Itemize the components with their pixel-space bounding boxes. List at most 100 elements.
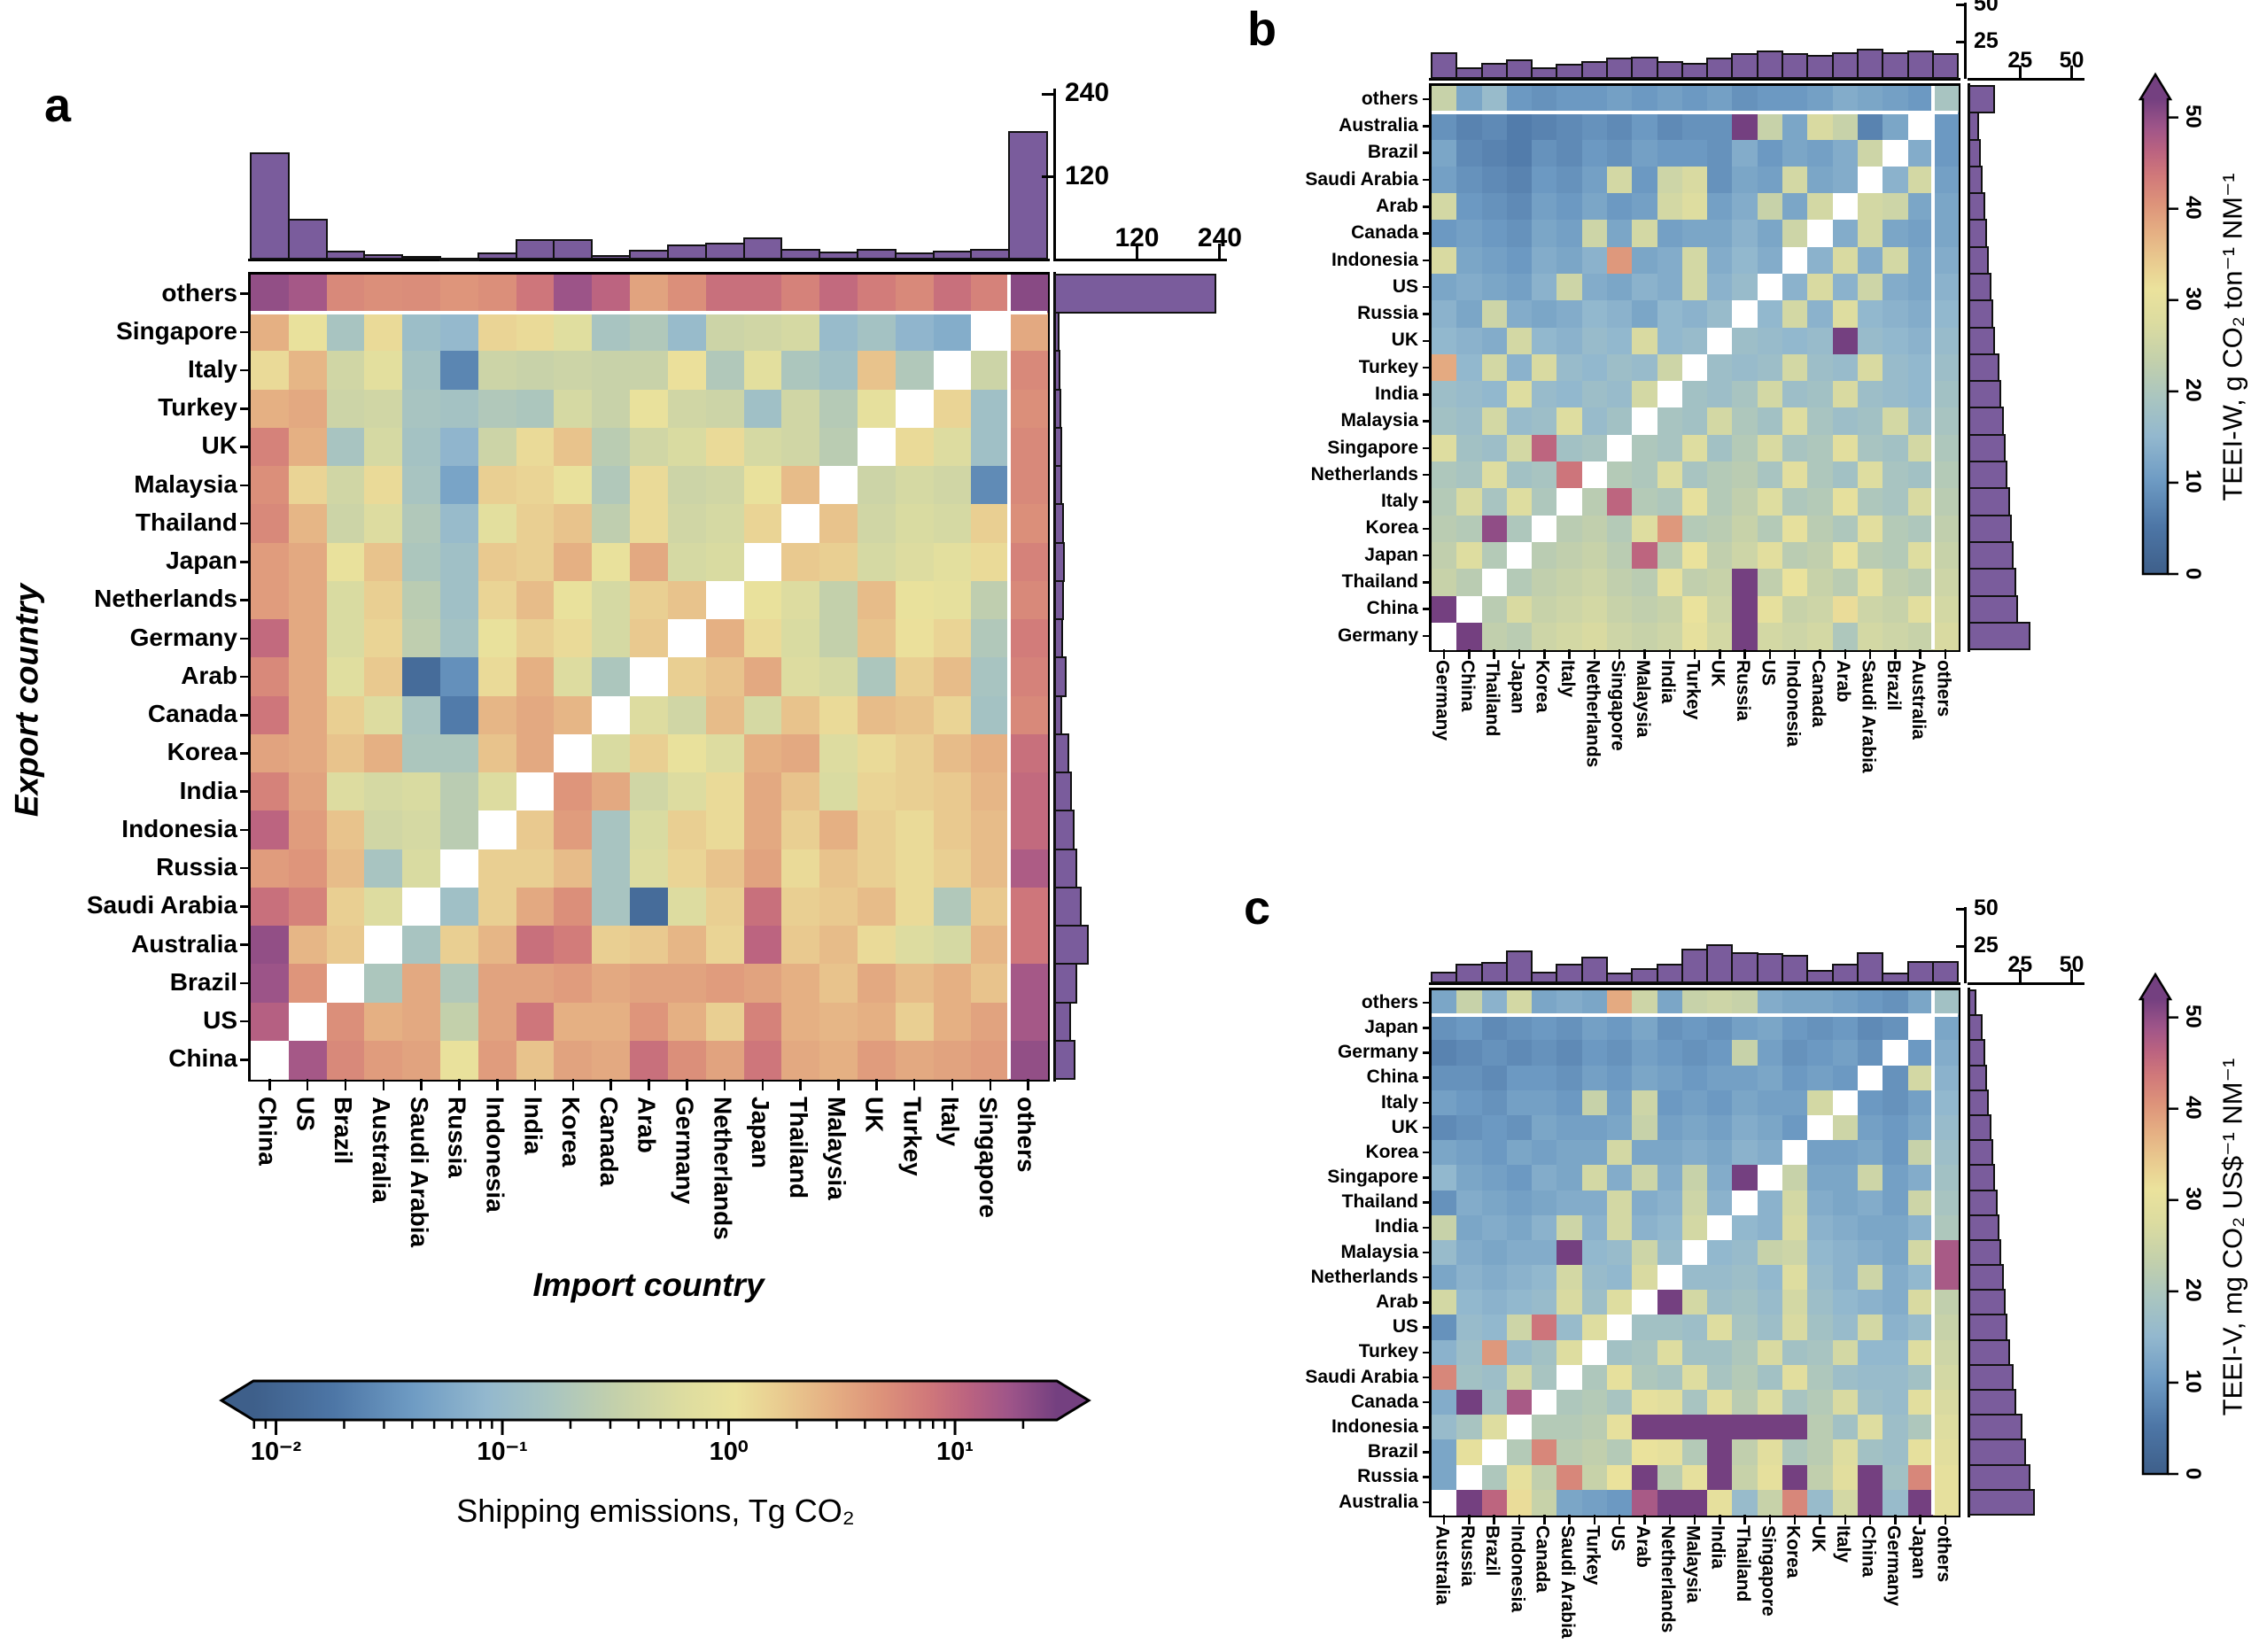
heatmap-cell	[1707, 274, 1734, 301]
top-hist-bar	[1505, 59, 1533, 79]
heatmap-cell	[971, 733, 1010, 773]
heatmap-cell	[1607, 1464, 1633, 1491]
heatmap-cell	[705, 964, 745, 1004]
heatmap-cell	[1581, 541, 1608, 570]
heatmap-cell	[1732, 1140, 1758, 1166]
heatmap-cell	[743, 887, 783, 927]
heatmap-cell	[1532, 381, 1558, 409]
heatmap-cell	[1632, 1090, 1658, 1116]
right-hist-bar	[1054, 579, 1064, 621]
col-label-indonesia: Indonesia	[1507, 1525, 1528, 1613]
heatmap-cell	[1581, 220, 1608, 248]
heatmap-cell	[1481, 622, 1508, 650]
heatmap-cell	[1657, 1415, 1683, 1441]
heatmap-cell	[1506, 622, 1533, 650]
x-axis-tick	[1719, 1514, 1721, 1524]
heatmap-cell	[1832, 112, 1859, 141]
top-hist-bar	[1731, 53, 1758, 79]
heatmap-cell	[1882, 1090, 1909, 1116]
right-hist-bar	[1054, 388, 1061, 429]
top-hist-bar	[629, 250, 669, 260]
heatmap-cell	[1432, 300, 1457, 329]
col-label-india: India	[1707, 1525, 1728, 1570]
heatmap-cell	[1632, 1190, 1658, 1216]
top-hist-bar	[1580, 956, 1609, 983]
y-axis-tick	[1423, 339, 1432, 342]
heatmap-cell	[1607, 1140, 1633, 1166]
row-label-malaysia: Malaysia	[1340, 1241, 1418, 1262]
heatmap-cell	[971, 389, 1010, 429]
x-axis-tick	[1793, 649, 1797, 660]
heatmap-cell	[1681, 1239, 1708, 1266]
heatmap-cell	[1907, 1439, 1934, 1466]
heatmap-cell	[1882, 1065, 1909, 1091]
heatmap-cell	[1481, 139, 1508, 167]
heatmap-cell	[1832, 595, 1859, 624]
heatmap-cell	[1681, 381, 1708, 409]
x-axis-tick	[1819, 1514, 1821, 1524]
heatmap-cell	[554, 619, 593, 659]
right-hist-bar	[1054, 1001, 1071, 1042]
heatmap-cell	[1506, 1114, 1533, 1141]
heatmap-cell	[592, 733, 631, 773]
heatmap-cell	[971, 427, 1010, 467]
heatmap-cell	[1782, 407, 1809, 436]
row-label-others: others	[1361, 88, 1418, 109]
heatmap-cell	[1882, 1239, 1909, 1266]
row-label-brazil: Brazil	[1367, 142, 1418, 163]
heatmap-cell	[1807, 246, 1834, 275]
x-axis-tick	[1693, 649, 1696, 660]
heatmap-cell	[1832, 461, 1859, 490]
y-axis-tick	[1423, 420, 1432, 423]
heatmap-cell	[1009, 504, 1048, 544]
heatmap-cell	[1882, 246, 1909, 275]
heatmap-cell	[1481, 1165, 1508, 1191]
heatmap-cell	[1907, 1464, 1934, 1491]
heatmap-cell	[1432, 622, 1457, 650]
heatmap-cell	[1681, 1464, 1708, 1491]
heatmap-cell	[1782, 1015, 1809, 1042]
heatmap-cell	[971, 887, 1010, 927]
heatmap-cell	[819, 964, 858, 1004]
heatmap-cell	[1481, 327, 1508, 355]
colorbar-a-minor-tick	[264, 1420, 268, 1429]
heatmap-cell	[1432, 1165, 1457, 1191]
col-label-us: US	[291, 1097, 320, 1131]
colorbar-b-tick	[2168, 390, 2178, 393]
heatmap-cell	[1632, 1489, 1658, 1516]
heatmap-cell	[1857, 622, 1883, 650]
heatmap-cell	[1481, 220, 1508, 248]
heatmap-cell	[971, 695, 1010, 735]
heatmap-cell	[1782, 1464, 1809, 1491]
heatmap-cell	[895, 964, 935, 1004]
heatmap-cell	[592, 657, 631, 697]
right-hist-scale-axis	[1967, 981, 2084, 985]
heatmap-cell	[1757, 461, 1783, 490]
heatmap-cell	[1581, 1114, 1608, 1141]
heatmap-cell	[1009, 733, 1048, 773]
row-label-china: China	[168, 1044, 237, 1073]
heatmap-cell	[1832, 1190, 1859, 1216]
row-label-netherlands: Netherlands	[1310, 1266, 1418, 1287]
heatmap-cell	[630, 849, 669, 888]
colorbar-a-minor-tick	[864, 1420, 866, 1429]
colorbar-a-minor-tick	[904, 1420, 906, 1429]
x-axis-tick	[1894, 1514, 1897, 1524]
x-axis-tick	[1618, 1514, 1621, 1524]
heatmap-cell	[554, 695, 593, 735]
heatmap-cell	[1882, 220, 1909, 248]
heatmap-cell	[1556, 407, 1583, 436]
top-hist-bar	[1831, 51, 1859, 79]
heatmap-cell	[630, 275, 669, 314]
x-axis-tick	[420, 1079, 423, 1091]
heatmap-cell	[1807, 381, 1834, 409]
heatmap-cell	[1532, 461, 1558, 490]
heatmap-cell	[1607, 274, 1633, 301]
heatmap-cell	[1832, 1140, 1859, 1166]
heatmap-cell	[1581, 1464, 1608, 1491]
heatmap-cell	[1732, 139, 1758, 167]
colorbar-c-tick-label: 0	[2181, 1467, 2205, 1479]
heatmap-cell	[743, 619, 783, 659]
heatmap-cell	[1757, 1040, 1783, 1066]
row-label-canada: Canada	[147, 700, 237, 728]
